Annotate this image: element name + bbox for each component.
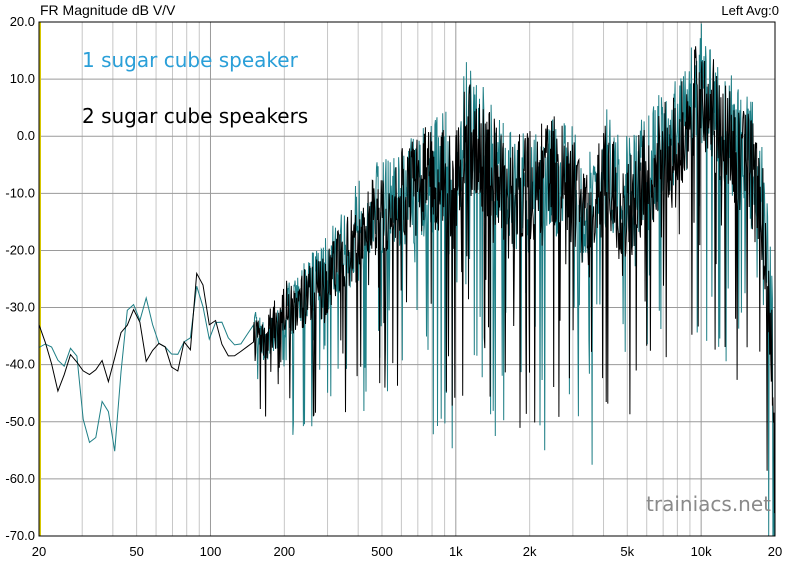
watermark: trainiacs.net: [646, 492, 771, 516]
channel-status: Left Avg:0: [721, 3, 779, 18]
x-tick-label: 50: [129, 544, 143, 559]
y-tick-label: -50.0: [5, 414, 35, 429]
series-1-line: [38, 23, 776, 537]
y-tick-label: 0.0: [17, 128, 35, 143]
legend-series-2: 2 sugar cube speakers: [82, 104, 309, 128]
x-tick-label: 2k: [523, 544, 537, 559]
y-tick-label: -30.0: [5, 300, 35, 315]
x-tick-label: 500: [371, 544, 393, 559]
x-tick-label: 5k: [620, 544, 634, 559]
y-tick-label: -60.0: [5, 471, 35, 486]
series-2-line: [38, 46, 776, 514]
y-tick-label: 10.0: [10, 71, 35, 86]
y-tick-label: -20.0: [5, 242, 35, 257]
legend-series-1: 1 sugar cube speaker: [82, 48, 298, 72]
x-tick-label: 20: [32, 544, 46, 559]
y-tick-label: -10.0: [5, 185, 35, 200]
x-tick-label: 200: [273, 544, 295, 559]
y-tick-label: -40.0: [5, 357, 35, 372]
y-tick-label: 20.0: [10, 14, 35, 29]
x-tick-label: 20: [768, 544, 782, 559]
x-tick-label: 1k: [449, 544, 463, 559]
plot-frame: [38, 21, 776, 537]
x-tick-label: 10k: [691, 544, 712, 559]
x-tick-label: 100: [200, 544, 222, 559]
chart-title: FR Magnitude dB V/V: [40, 2, 176, 18]
y-tick-label: -70.0: [5, 528, 35, 543]
